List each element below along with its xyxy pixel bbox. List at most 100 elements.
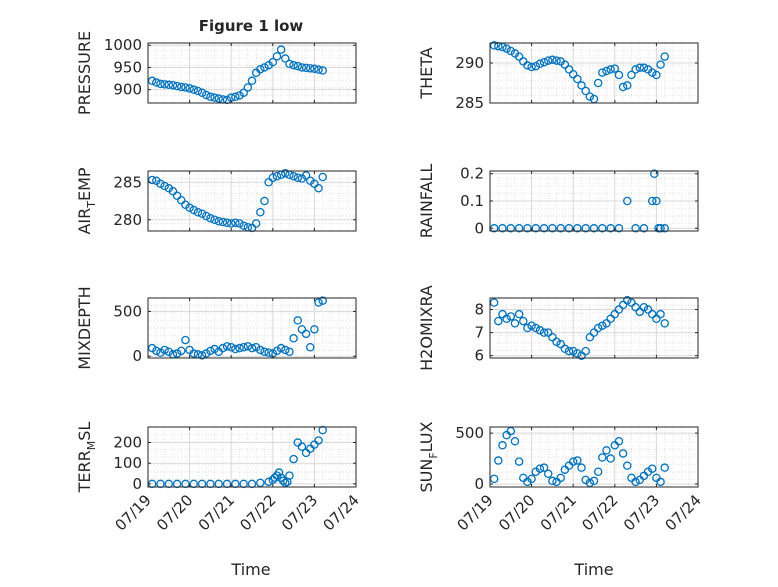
data-point (235, 343, 244, 353)
data-point (531, 61, 541, 71)
data-point (539, 224, 549, 233)
y-axis-label: TERRMSL (75, 422, 98, 494)
y-axis-label: MIXDEPTH (75, 286, 94, 369)
data-point (201, 90, 211, 100)
data-point (489, 298, 499, 307)
data-point (656, 309, 665, 319)
data-point (548, 332, 557, 342)
data-point (652, 196, 661, 206)
data-point (502, 314, 511, 324)
data-point (627, 70, 636, 80)
data-point (527, 321, 536, 330)
data-point (650, 169, 659, 178)
data-point (168, 186, 178, 196)
data-point (577, 81, 586, 90)
data-point (247, 223, 257, 233)
data-point (577, 463, 586, 472)
data-point (647, 68, 657, 77)
data-point (256, 478, 265, 488)
data-point (593, 323, 603, 333)
data-point (272, 171, 282, 181)
data-point (247, 343, 257, 353)
data-point (489, 41, 499, 50)
data-point (568, 457, 578, 466)
data-point (514, 457, 524, 466)
data-point (177, 195, 186, 205)
data-point (589, 328, 599, 337)
data-point (168, 80, 178, 90)
data-point (193, 86, 203, 96)
data-point (210, 93, 219, 102)
data-point (276, 45, 286, 54)
data-point (498, 224, 507, 233)
y-tick-label: 7 (474, 324, 484, 342)
data-point (552, 56, 561, 65)
data-point (631, 477, 640, 487)
data-point (631, 224, 640, 233)
data-point (543, 328, 553, 337)
data-point (193, 207, 203, 217)
data-point (564, 224, 574, 233)
y-tick-label: 6 (474, 347, 484, 365)
data-point (314, 298, 323, 307)
data-point (272, 52, 282, 61)
data-point (272, 346, 282, 356)
figure-title: Figure 1 low (199, 17, 304, 35)
data-point (535, 59, 545, 69)
data-point (239, 221, 248, 230)
x-axis-label-right: Time (573, 560, 613, 579)
data-point (510, 436, 520, 446)
data-point (264, 177, 273, 187)
y-tick-label: 500 (455, 424, 484, 442)
data-point (247, 76, 257, 86)
data-point (564, 65, 574, 74)
data-point (573, 224, 582, 233)
axes-box (147, 170, 357, 232)
y-tick-label: 200 (113, 434, 142, 452)
data-point (581, 86, 590, 96)
y-axis-label: SUNFLUX (417, 421, 440, 492)
data-point (285, 471, 294, 480)
data-point (285, 59, 294, 69)
data-point (543, 469, 553, 479)
data-point (289, 60, 298, 70)
data-point (652, 70, 661, 80)
data-point (256, 345, 265, 355)
data-point (581, 346, 590, 356)
data-point (152, 78, 161, 87)
y-tick-label: 100 (113, 454, 142, 472)
axes-box (147, 42, 357, 104)
data-point (531, 323, 541, 333)
y-tick-label: 8 (474, 301, 484, 319)
data-point (598, 68, 607, 77)
data-point (643, 305, 653, 314)
data-point (206, 92, 215, 102)
data-point (239, 88, 248, 98)
data-point (502, 44, 511, 53)
data-point (147, 175, 157, 185)
y-axis-label: PRESSURE (75, 31, 94, 115)
data-point (310, 325, 319, 334)
data-point (602, 319, 611, 328)
data-point (506, 224, 516, 233)
data-point (235, 91, 244, 100)
data-point (606, 454, 615, 463)
data-point (289, 454, 298, 464)
data-point (548, 55, 557, 65)
data-point (614, 70, 624, 80)
data-point (281, 54, 290, 63)
data-point (556, 473, 565, 483)
data-point (539, 463, 549, 472)
y-tick-label: 285 (455, 94, 484, 112)
subplot-theta: 285 290 THETA (417, 41, 699, 112)
data-point (618, 82, 628, 92)
data-point (243, 83, 253, 92)
data-point (197, 88, 207, 98)
data-point (218, 343, 228, 353)
x-axis-label-left: Time (230, 560, 270, 579)
subplot-rainfall: 0 0.1 0.2 RAINFALL (417, 164, 699, 238)
data-point (147, 343, 157, 353)
data-point (301, 171, 311, 180)
data-point (598, 453, 607, 462)
data-point (543, 56, 553, 65)
